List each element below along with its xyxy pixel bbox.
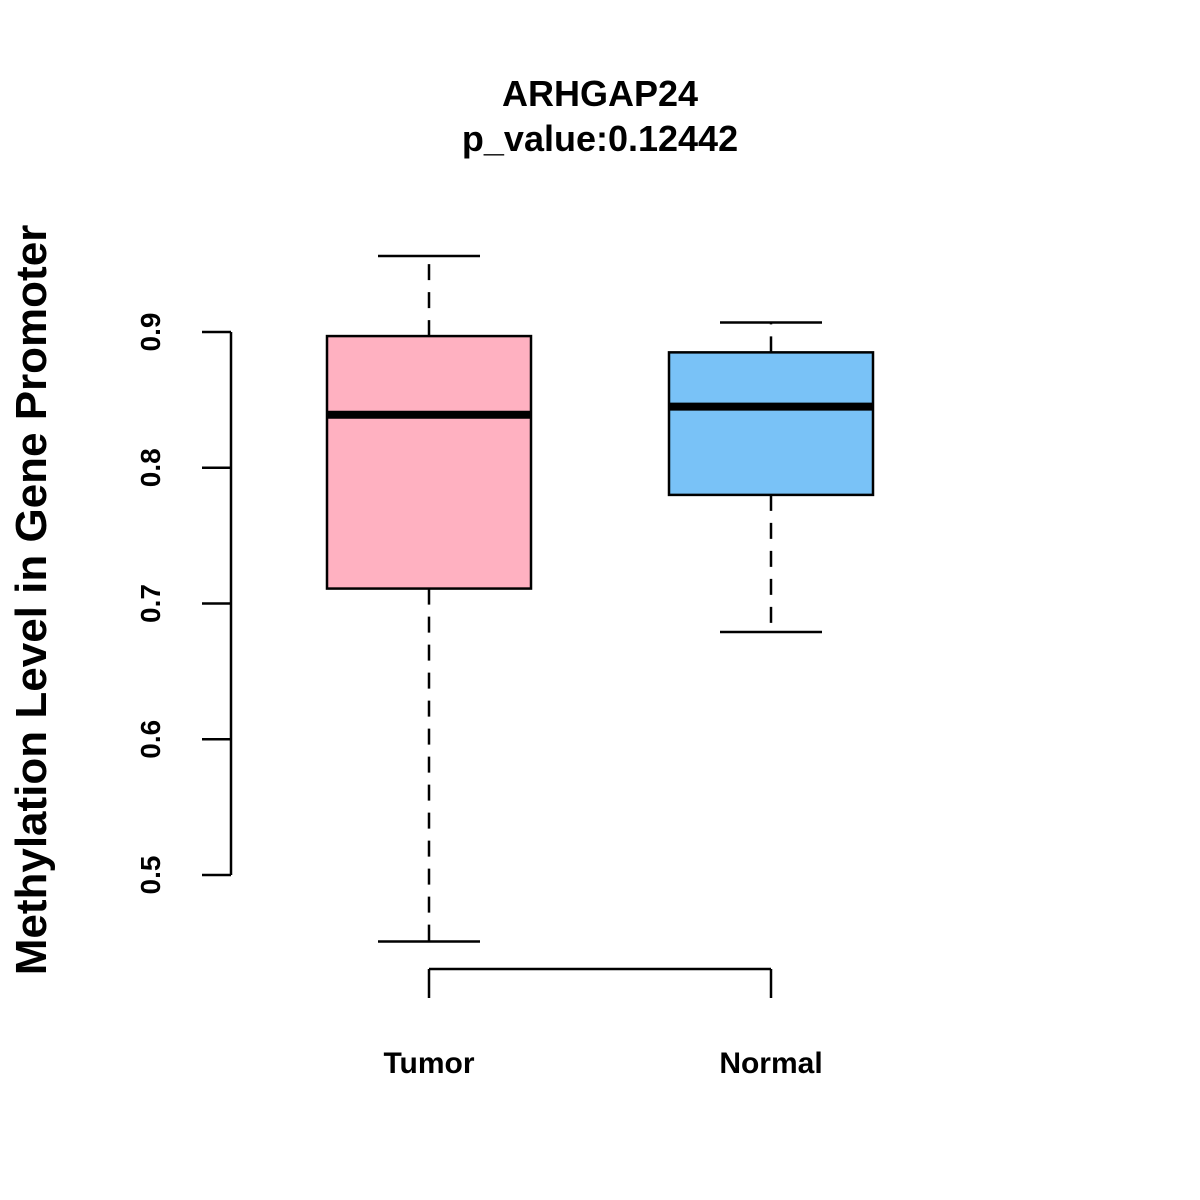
y-axis-title: Methylation Level in Gene Promoter <box>7 225 56 976</box>
y-tick-label: 0.7 <box>135 584 166 623</box>
x-tick-label: Tumor <box>383 1047 474 1080</box>
box-body <box>325 334 533 590</box>
y-tick-label: 0.8 <box>135 448 166 487</box>
boxes-group <box>325 254 875 943</box>
box-normal <box>667 321 875 634</box>
y-axis: 0.5 0.6 0.7 0.8 0.9 <box>135 313 233 895</box>
box-body <box>667 351 875 497</box>
chart-title: ARHGAP24 <box>502 73 698 114</box>
y-tick-label: 0.6 <box>135 720 166 759</box>
x-axis: Tumor Normal <box>383 967 823 1080</box>
box-tumor <box>325 254 533 943</box>
y-tick-label: 0.9 <box>135 313 166 352</box>
chart-subtitle: p_value:0.12442 <box>462 118 738 159</box>
x-tick-label: Normal <box>719 1047 822 1080</box>
y-tick-label: 0.5 <box>135 856 166 895</box>
